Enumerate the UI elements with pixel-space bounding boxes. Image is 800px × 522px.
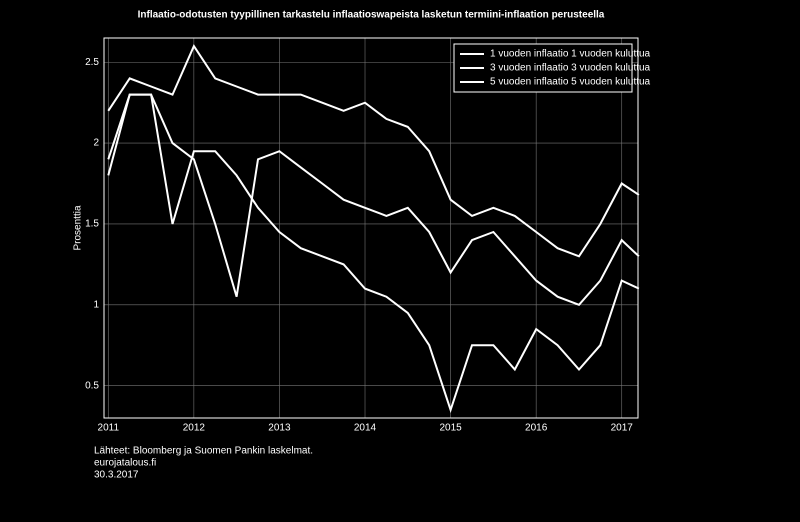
y-tick-label: 2.5 (85, 57, 99, 68)
y-axis-label: Prosenttia (73, 205, 84, 250)
y-tick-label: 1.5 (85, 219, 99, 230)
series-line (107, 93, 640, 306)
x-tick-label: 2013 (268, 423, 291, 434)
series-line (107, 93, 640, 414)
x-tick-label: 2017 (611, 423, 634, 434)
x-tick-label: 2014 (354, 423, 377, 434)
series-line (107, 44, 640, 258)
footer-note: 30.3.2017 (94, 470, 139, 481)
chart-title: Inflaatio-odotusten tyypillinen tarkaste… (138, 10, 605, 21)
legend-label: 5 vuoden inflaatio 5 vuoden kuluttua (490, 77, 651, 88)
footer-note: eurojatalous.fi (94, 458, 156, 469)
y-tick-label: 1 (93, 299, 99, 310)
x-tick-label: 2015 (439, 423, 462, 434)
legend-label: 3 vuoden inflaatio 3 vuoden kuluttua (490, 63, 651, 74)
x-tick-label: 2016 (525, 423, 548, 434)
plot-frame (103, 37, 639, 419)
y-tick-label: 2 (93, 138, 99, 149)
x-tick-label: 2012 (183, 423, 206, 434)
footer-note: Lähteet: Bloomberg ja Suomen Pankin lask… (94, 446, 313, 457)
x-tick-label: 2011 (98, 423, 120, 434)
legend-label: 1 vuoden inflaatio 1 vuoden kuluttua (490, 49, 651, 60)
y-tick-label: 0.5 (85, 380, 99, 391)
